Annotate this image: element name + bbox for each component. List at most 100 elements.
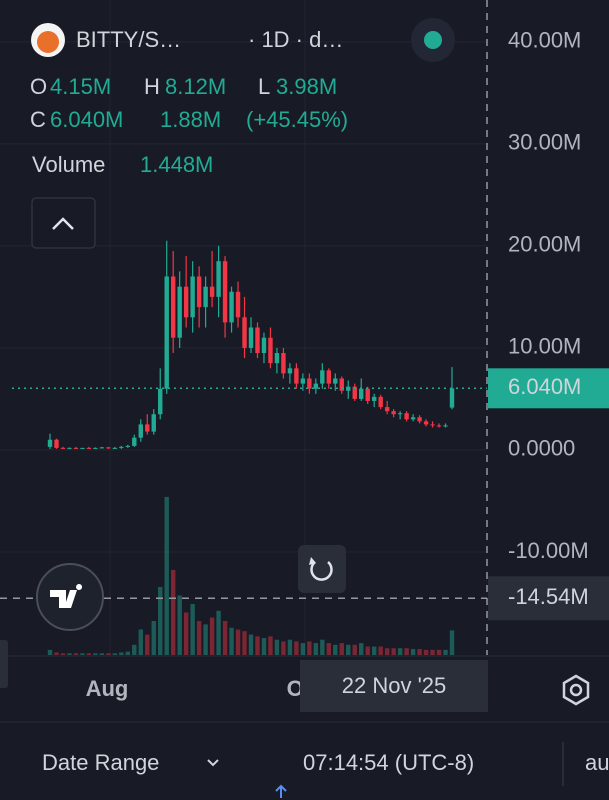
settings-button[interactable]	[562, 674, 590, 706]
volume-bar	[397, 648, 403, 655]
volume-bar	[443, 649, 448, 655]
volume-bar	[294, 641, 299, 655]
logo-mark	[50, 584, 83, 608]
volume-bar	[47, 649, 53, 655]
candle-body	[86, 447, 92, 449]
volume-bar	[371, 646, 377, 655]
volume-bar	[300, 643, 306, 655]
candle-body	[209, 286, 215, 297]
volume-bar	[339, 643, 344, 655]
volume-bar	[132, 644, 137, 655]
clock[interactable]: 07:14:54 (UTC-8)	[303, 750, 474, 775]
y-tick-label: 20.00M	[508, 232, 581, 257]
candle-body	[119, 446, 124, 448]
candle-body	[371, 396, 377, 401]
volume-bar	[333, 644, 338, 655]
last-price-label: 6.040M	[508, 374, 581, 399]
volume-bar	[255, 636, 260, 655]
date-range-button[interactable]: Date Range	[42, 750, 159, 775]
scroll-arrow	[275, 784, 287, 798]
volume-bar	[248, 634, 254, 655]
crosshair-date: 22 Nov '25	[342, 673, 447, 698]
avatar-figure	[37, 31, 59, 53]
volume-bar	[365, 646, 370, 655]
volume-bar	[384, 648, 390, 655]
candle-body	[333, 378, 338, 384]
y-tick-label: 40.00M	[508, 28, 581, 53]
volume-bar	[151, 621, 156, 655]
candle-body	[281, 353, 286, 374]
volume-bar	[164, 496, 169, 655]
candle-body	[410, 417, 416, 420]
candle-body	[60, 447, 66, 449]
volume-bar	[352, 644, 357, 655]
volume-bar	[138, 629, 143, 655]
settings-icon-center	[569, 683, 583, 697]
volume-bar	[430, 649, 435, 655]
volume-bar	[203, 624, 208, 655]
candle-body	[313, 383, 319, 389]
volume-bar	[216, 610, 221, 655]
candle-body	[443, 425, 448, 427]
candle-body	[384, 407, 390, 412]
open-value: 4.15M	[50, 74, 111, 99]
reset-arrow	[309, 557, 316, 565]
reset-icon	[310, 561, 333, 581]
side-handle[interactable]	[0, 640, 8, 688]
close-key: C	[30, 107, 46, 132]
volume-bar	[320, 639, 325, 655]
candle-body	[158, 388, 163, 415]
dropdown-icon	[207, 759, 219, 767]
crosshair-price-label: -14.54M	[508, 584, 589, 609]
chevron-up-icon	[52, 217, 74, 230]
candle-body	[80, 447, 85, 449]
volume-bar	[112, 653, 118, 655]
candle-body	[397, 413, 403, 415]
candle-body	[229, 291, 234, 323]
volume-bar	[99, 653, 105, 655]
volume-bar	[326, 643, 332, 655]
volume-bar	[73, 653, 79, 655]
candle-body	[235, 291, 241, 318]
candle-body	[138, 424, 143, 438]
volume-bar	[307, 641, 312, 655]
crosshair-price-tag	[488, 576, 609, 621]
candle-body	[106, 447, 111, 449]
candle-body	[196, 276, 202, 308]
y-tick-label: 10.00M	[508, 334, 581, 359]
close-value: 6.040M	[50, 107, 123, 132]
volume-bar	[209, 617, 215, 655]
volume-bar	[60, 653, 66, 655]
volume-bar	[410, 649, 416, 655]
high-value: 8.12M	[165, 74, 226, 99]
volume-bar	[196, 621, 202, 655]
open-key: O	[30, 74, 47, 99]
candle-body	[274, 353, 280, 364]
last-price-tag	[488, 368, 609, 409]
reset-button[interactable]	[298, 545, 346, 593]
volume-bar	[391, 648, 396, 655]
candle-body	[216, 261, 221, 297]
volume-key: Volume	[32, 152, 105, 177]
candle-body	[190, 276, 195, 318]
candle-body	[145, 424, 150, 432]
change-pct: (+45.45%)	[246, 107, 348, 132]
interval[interactable]: · 1D · d…	[248, 27, 343, 52]
volume-bar	[378, 646, 383, 655]
x-tick-label: Aug	[86, 676, 129, 701]
candle-body	[177, 286, 182, 338]
candle-body	[449, 388, 455, 408]
volume-bar	[190, 604, 195, 655]
candle-body	[183, 286, 189, 318]
symbol[interactable]: BITTY/S…	[76, 27, 181, 52]
collapse-button[interactable]	[31, 197, 96, 249]
candle-body	[352, 386, 357, 399]
candle-body	[248, 327, 254, 348]
volume-bar	[268, 636, 273, 655]
candle-body	[359, 388, 364, 399]
y-tick-label: 30.00M	[508, 130, 581, 155]
timezone[interactable]: au	[585, 750, 609, 775]
candle-body	[170, 276, 176, 338]
y-tick-label: 0.0000	[508, 436, 575, 461]
